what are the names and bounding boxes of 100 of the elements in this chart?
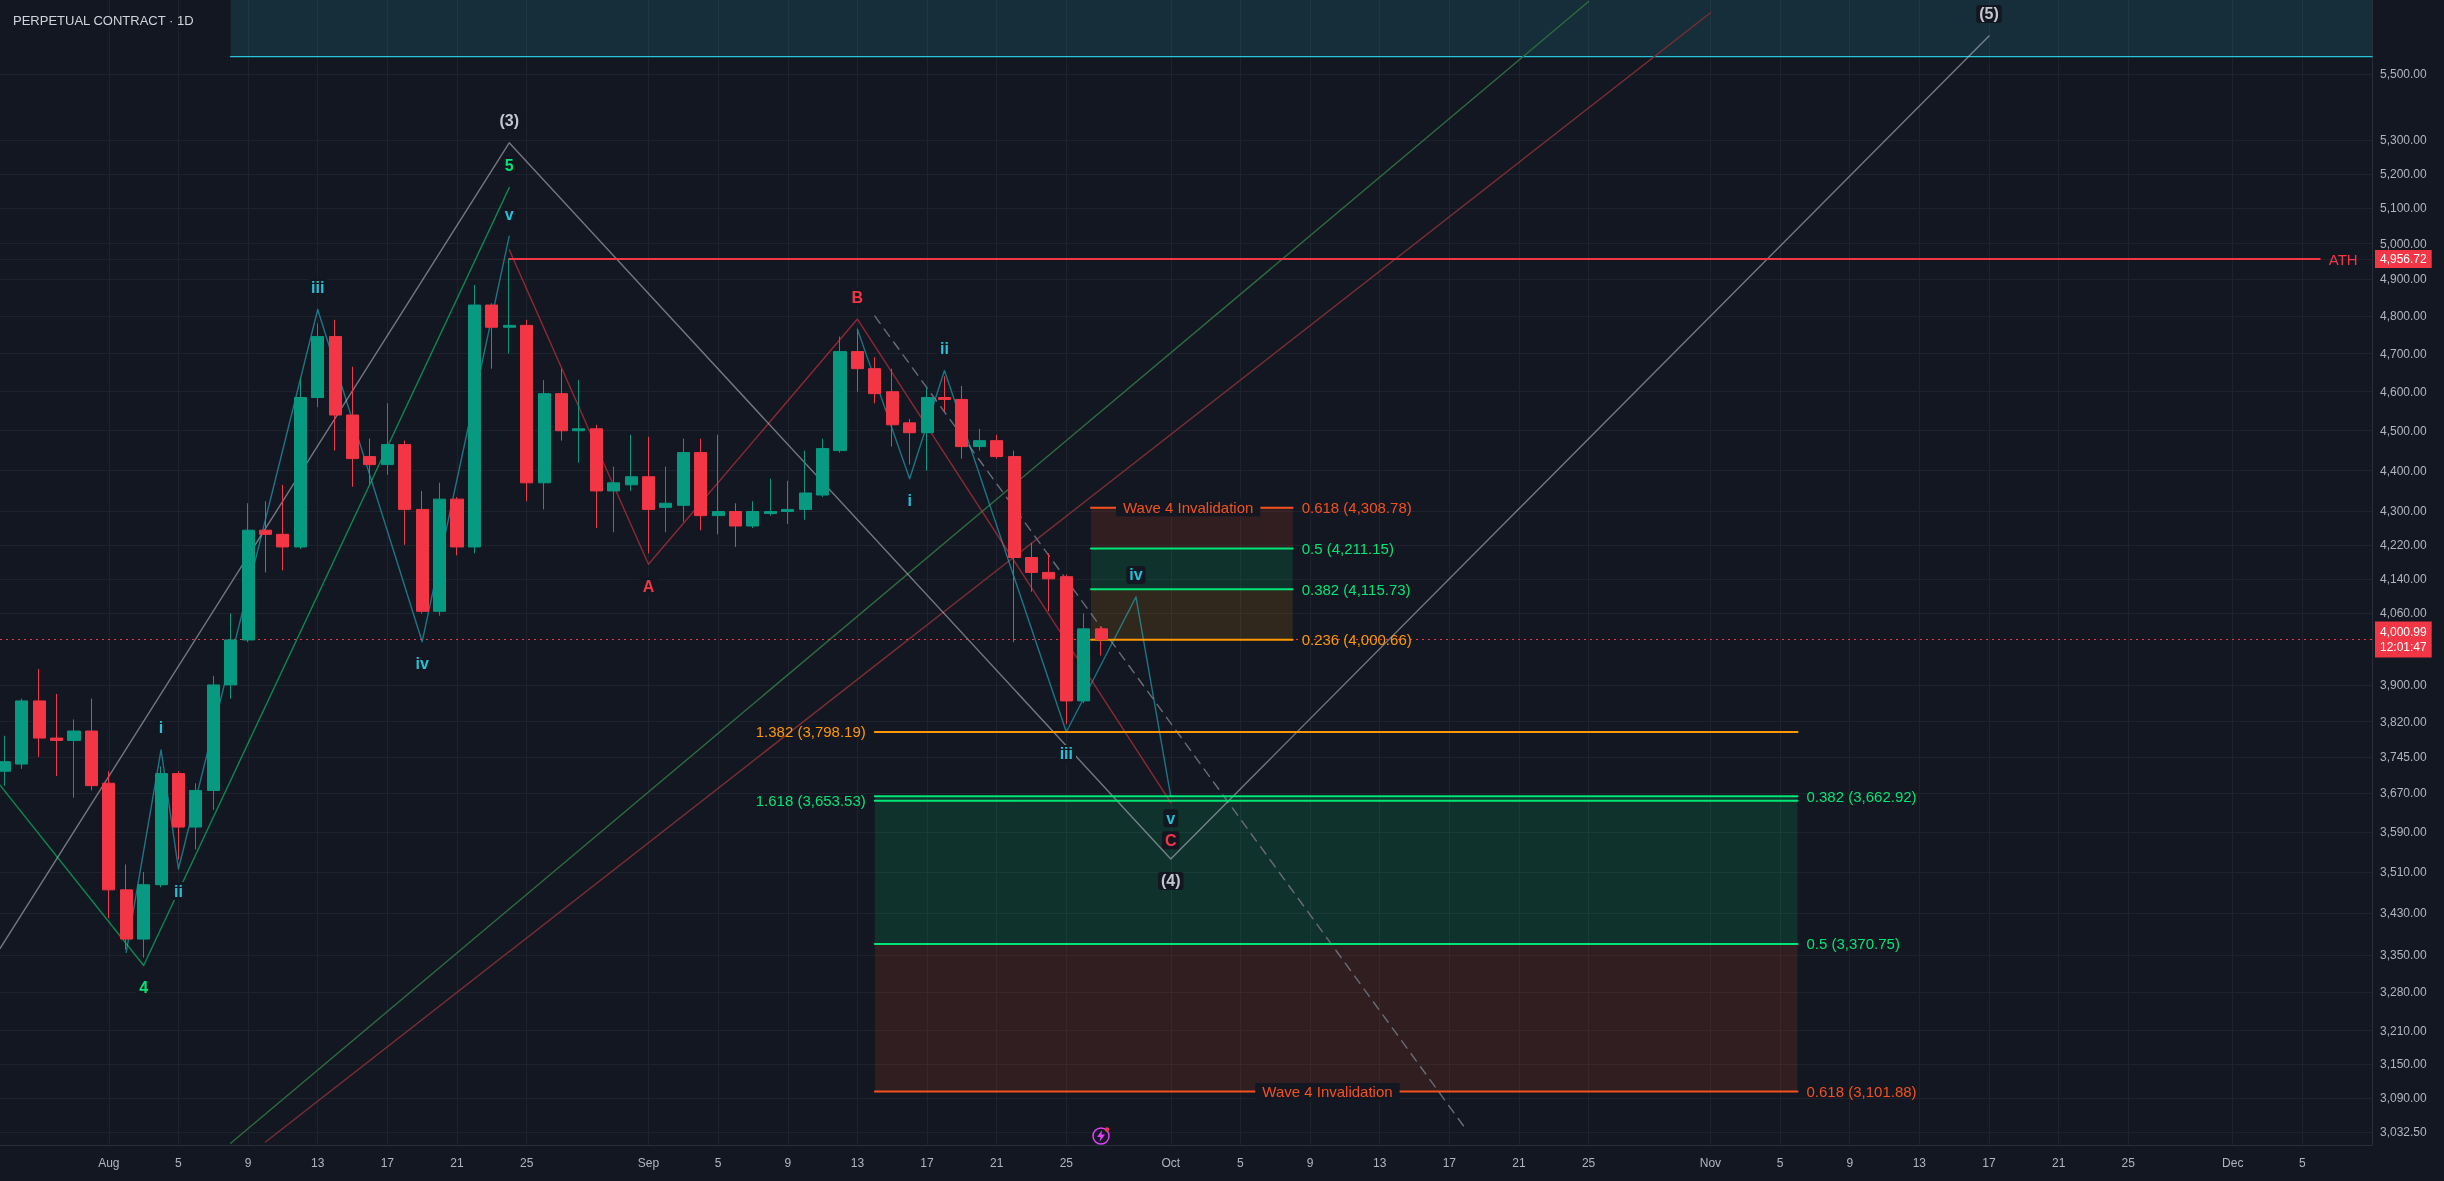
x-tick-label: 9 <box>784 1156 792 1170</box>
candlestick <box>572 379 585 464</box>
x-tick-label: 17 <box>1982 1156 1996 1170</box>
y-tick-label: 3,670.00 <box>2380 785 2428 800</box>
candlestick <box>903 418 916 466</box>
candlestick <box>1077 613 1090 704</box>
annotation: B <box>851 288 864 306</box>
candlestick <box>33 668 46 758</box>
y-tick-label: 5,200.00 <box>2380 166 2428 181</box>
candlestick <box>990 434 1003 460</box>
y-tick-label: 4,600.00 <box>2380 384 2428 399</box>
series-label: 0.382 (3,662.92) <box>1806 787 1917 805</box>
candlestick <box>416 490 429 614</box>
annotation: v <box>504 205 514 223</box>
candlestick <box>538 379 551 510</box>
candlestick <box>833 336 847 454</box>
candlestick <box>276 484 289 571</box>
candlestick <box>816 438 829 498</box>
series-label: 1.382 (3,798.19) <box>755 723 866 741</box>
candlestick <box>868 356 881 404</box>
y-tick-label: 4,700.00 <box>2380 346 2428 361</box>
y-tick-label: 5,000.00 <box>2380 236 2428 251</box>
x-tick-label: Dec <box>2222 1156 2244 1170</box>
annotation: i <box>907 492 912 510</box>
series-label: 1.618 (3,653.53) <box>755 792 866 810</box>
series-label: 0.236 (4,000.66) <box>1301 631 1412 649</box>
x-tick-label: 17 <box>1442 1156 1457 1170</box>
x-tick-label: 13 <box>1373 1156 1387 1170</box>
candlestick <box>781 480 794 525</box>
y-tick-label: 5,100.00 <box>2380 201 2428 216</box>
candlestick <box>590 424 603 529</box>
candlestick <box>485 302 498 370</box>
candlestick <box>67 718 81 799</box>
candlestick <box>172 770 185 860</box>
candlestick <box>746 500 759 529</box>
annotation: Wave 4 Invalidation <box>1123 499 1254 517</box>
y-tick-label: 4,956.72 <box>2380 252 2428 267</box>
x-tick-label: 21 <box>2051 1156 2066 1170</box>
candlestick <box>224 613 237 700</box>
annotation: (4) <box>1160 872 1181 890</box>
annotation: iii <box>311 278 325 296</box>
candlestick <box>503 258 516 354</box>
y-tick-label: 4,060.00 <box>2380 606 2428 621</box>
x-tick-label: 21 <box>990 1156 1004 1170</box>
candlestick <box>155 765 168 888</box>
candlestick <box>799 450 812 521</box>
y-tick-label: 3,590.00 <box>2380 825 2428 840</box>
candlestick <box>659 466 672 533</box>
candlestick <box>0 735 11 787</box>
candlestick <box>398 440 411 546</box>
candlestick <box>921 387 934 472</box>
candlestick <box>433 482 446 617</box>
x-tick-label: 13 <box>1912 1156 1927 1170</box>
y-tick-label: 4,400.00 <box>2380 463 2428 478</box>
annotation: iv <box>1129 566 1143 584</box>
annotation: Wave 4 Invalidation <box>1262 1083 1393 1101</box>
x-tick-label: 5 <box>175 1156 183 1170</box>
y-tick-label: 3,745.00 <box>2380 749 2428 764</box>
candlestick <box>468 284 481 554</box>
y-tick-label: 3,350.00 <box>2380 947 2428 962</box>
candlestick <box>242 502 255 643</box>
series-label: 0.5 (4,211.15) <box>1301 540 1394 558</box>
candlestick <box>120 863 133 951</box>
y-tick-label: 3,090.00 <box>2380 1091 2428 1106</box>
candlestick <box>329 319 342 452</box>
candlestick <box>137 871 150 959</box>
candlestick <box>712 434 725 535</box>
candlestick <box>85 698 98 791</box>
y-tick-label: 3,900.00 <box>2380 677 2428 692</box>
annotation: iii <box>1059 745 1073 763</box>
y-tick-label: 3,820.00 <box>2380 714 2428 729</box>
x-tick-label: 25 <box>1059 1156 1074 1170</box>
y-tick-label: 4,800.00 <box>2380 309 2428 324</box>
text: PERPETUAL CONTRACT · 1D <box>13 13 194 28</box>
candlestick <box>764 478 777 517</box>
y-tick-label: 4,300.00 <box>2380 504 2428 519</box>
x-tick-label: 9 <box>244 1156 252 1170</box>
candlestick <box>50 693 63 777</box>
annotation: iv <box>415 655 429 673</box>
candlestick <box>607 466 620 533</box>
candlestick <box>851 328 864 393</box>
annotation: 5 <box>504 157 514 175</box>
candlestick <box>189 782 202 850</box>
y-tick-label: 4,900.00 <box>2380 272 2428 287</box>
series-label: 0.618 (3,101.88) <box>1806 1083 1917 1101</box>
candlestick <box>555 368 568 442</box>
candlestick <box>1042 552 1055 612</box>
annotation: (5) <box>1979 5 1999 23</box>
annotation: A <box>642 577 655 595</box>
x-tick-label: 17 <box>920 1156 935 1170</box>
x-tick-label: 5 <box>1776 1156 1784 1170</box>
candlestick <box>102 770 115 919</box>
candlestick <box>642 436 655 554</box>
annotation: v <box>1166 809 1176 827</box>
x-tick-label: 9 <box>1306 1156 1314 1170</box>
annotation: C <box>1164 831 1177 849</box>
candlestick <box>294 377 307 550</box>
candlestick <box>15 698 28 770</box>
candlestick <box>520 319 533 502</box>
candlestick <box>1025 542 1038 593</box>
